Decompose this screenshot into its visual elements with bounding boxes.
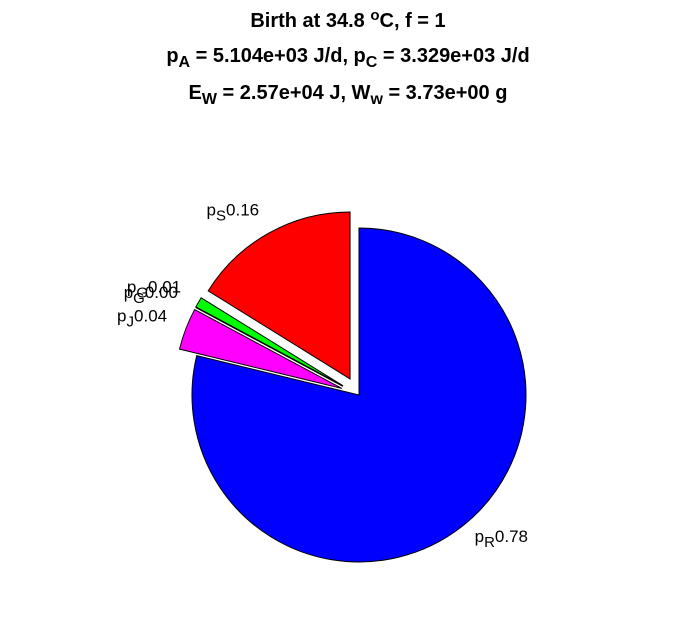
title-run: p xyxy=(166,45,178,67)
label-prefix: p xyxy=(207,201,216,220)
label-name: G xyxy=(133,290,145,307)
label-prefix: p xyxy=(127,277,136,296)
title-run: w xyxy=(369,91,383,108)
slice-label: pG0.00 xyxy=(124,283,178,307)
title-run: W xyxy=(202,91,218,108)
label-prefix: p xyxy=(475,527,484,546)
chart-title: pA = 5.104e+03 J/d, pC = 3.329e+03 J/d xyxy=(166,45,529,71)
label-name: R xyxy=(484,534,495,551)
title-run: Birth at 34.8 xyxy=(250,10,370,32)
title-run: = 3.329e+03 J/d xyxy=(377,45,529,67)
label-name: S xyxy=(216,208,226,225)
slice-label: pJ0.04 xyxy=(117,307,167,331)
value-label: 0.78 xyxy=(495,527,528,546)
title-run: C, f = 1 xyxy=(380,10,446,32)
chart-title: EW = 2.57e+04 J, Ww = 3.73e+00 g xyxy=(189,82,508,108)
pie-slice xyxy=(191,227,527,563)
title-run: = 2.57e+04 J, W xyxy=(217,82,371,104)
title-run: A xyxy=(179,54,191,71)
title-run: C xyxy=(366,54,378,71)
slice-label: pG0.01 xyxy=(127,277,181,301)
title-run: E xyxy=(189,82,202,104)
pie-slice xyxy=(195,307,344,387)
title-run: o xyxy=(370,7,379,24)
pie-slice xyxy=(207,211,351,380)
label-prefix: p xyxy=(124,283,133,302)
title-run: = 5.104e+03 J/d, p xyxy=(190,45,366,67)
label-name: G xyxy=(136,285,148,302)
title-run: = 3.73e+00 g xyxy=(383,82,508,104)
value-label: 0.00 xyxy=(145,283,178,302)
chart-title: Birth at 34.8 oC, f = 1 xyxy=(250,7,445,32)
label-prefix: p xyxy=(117,307,126,326)
slice-label: pR0.78 xyxy=(475,527,528,551)
label-name: J xyxy=(127,314,135,331)
pie-slice xyxy=(195,297,344,387)
value-label: 0.01 xyxy=(148,277,181,296)
value-label: 0.16 xyxy=(226,201,259,220)
value-label: 0.04 xyxy=(134,307,167,326)
pie-slice xyxy=(178,308,343,389)
slice-label: pS0.16 xyxy=(207,201,260,225)
